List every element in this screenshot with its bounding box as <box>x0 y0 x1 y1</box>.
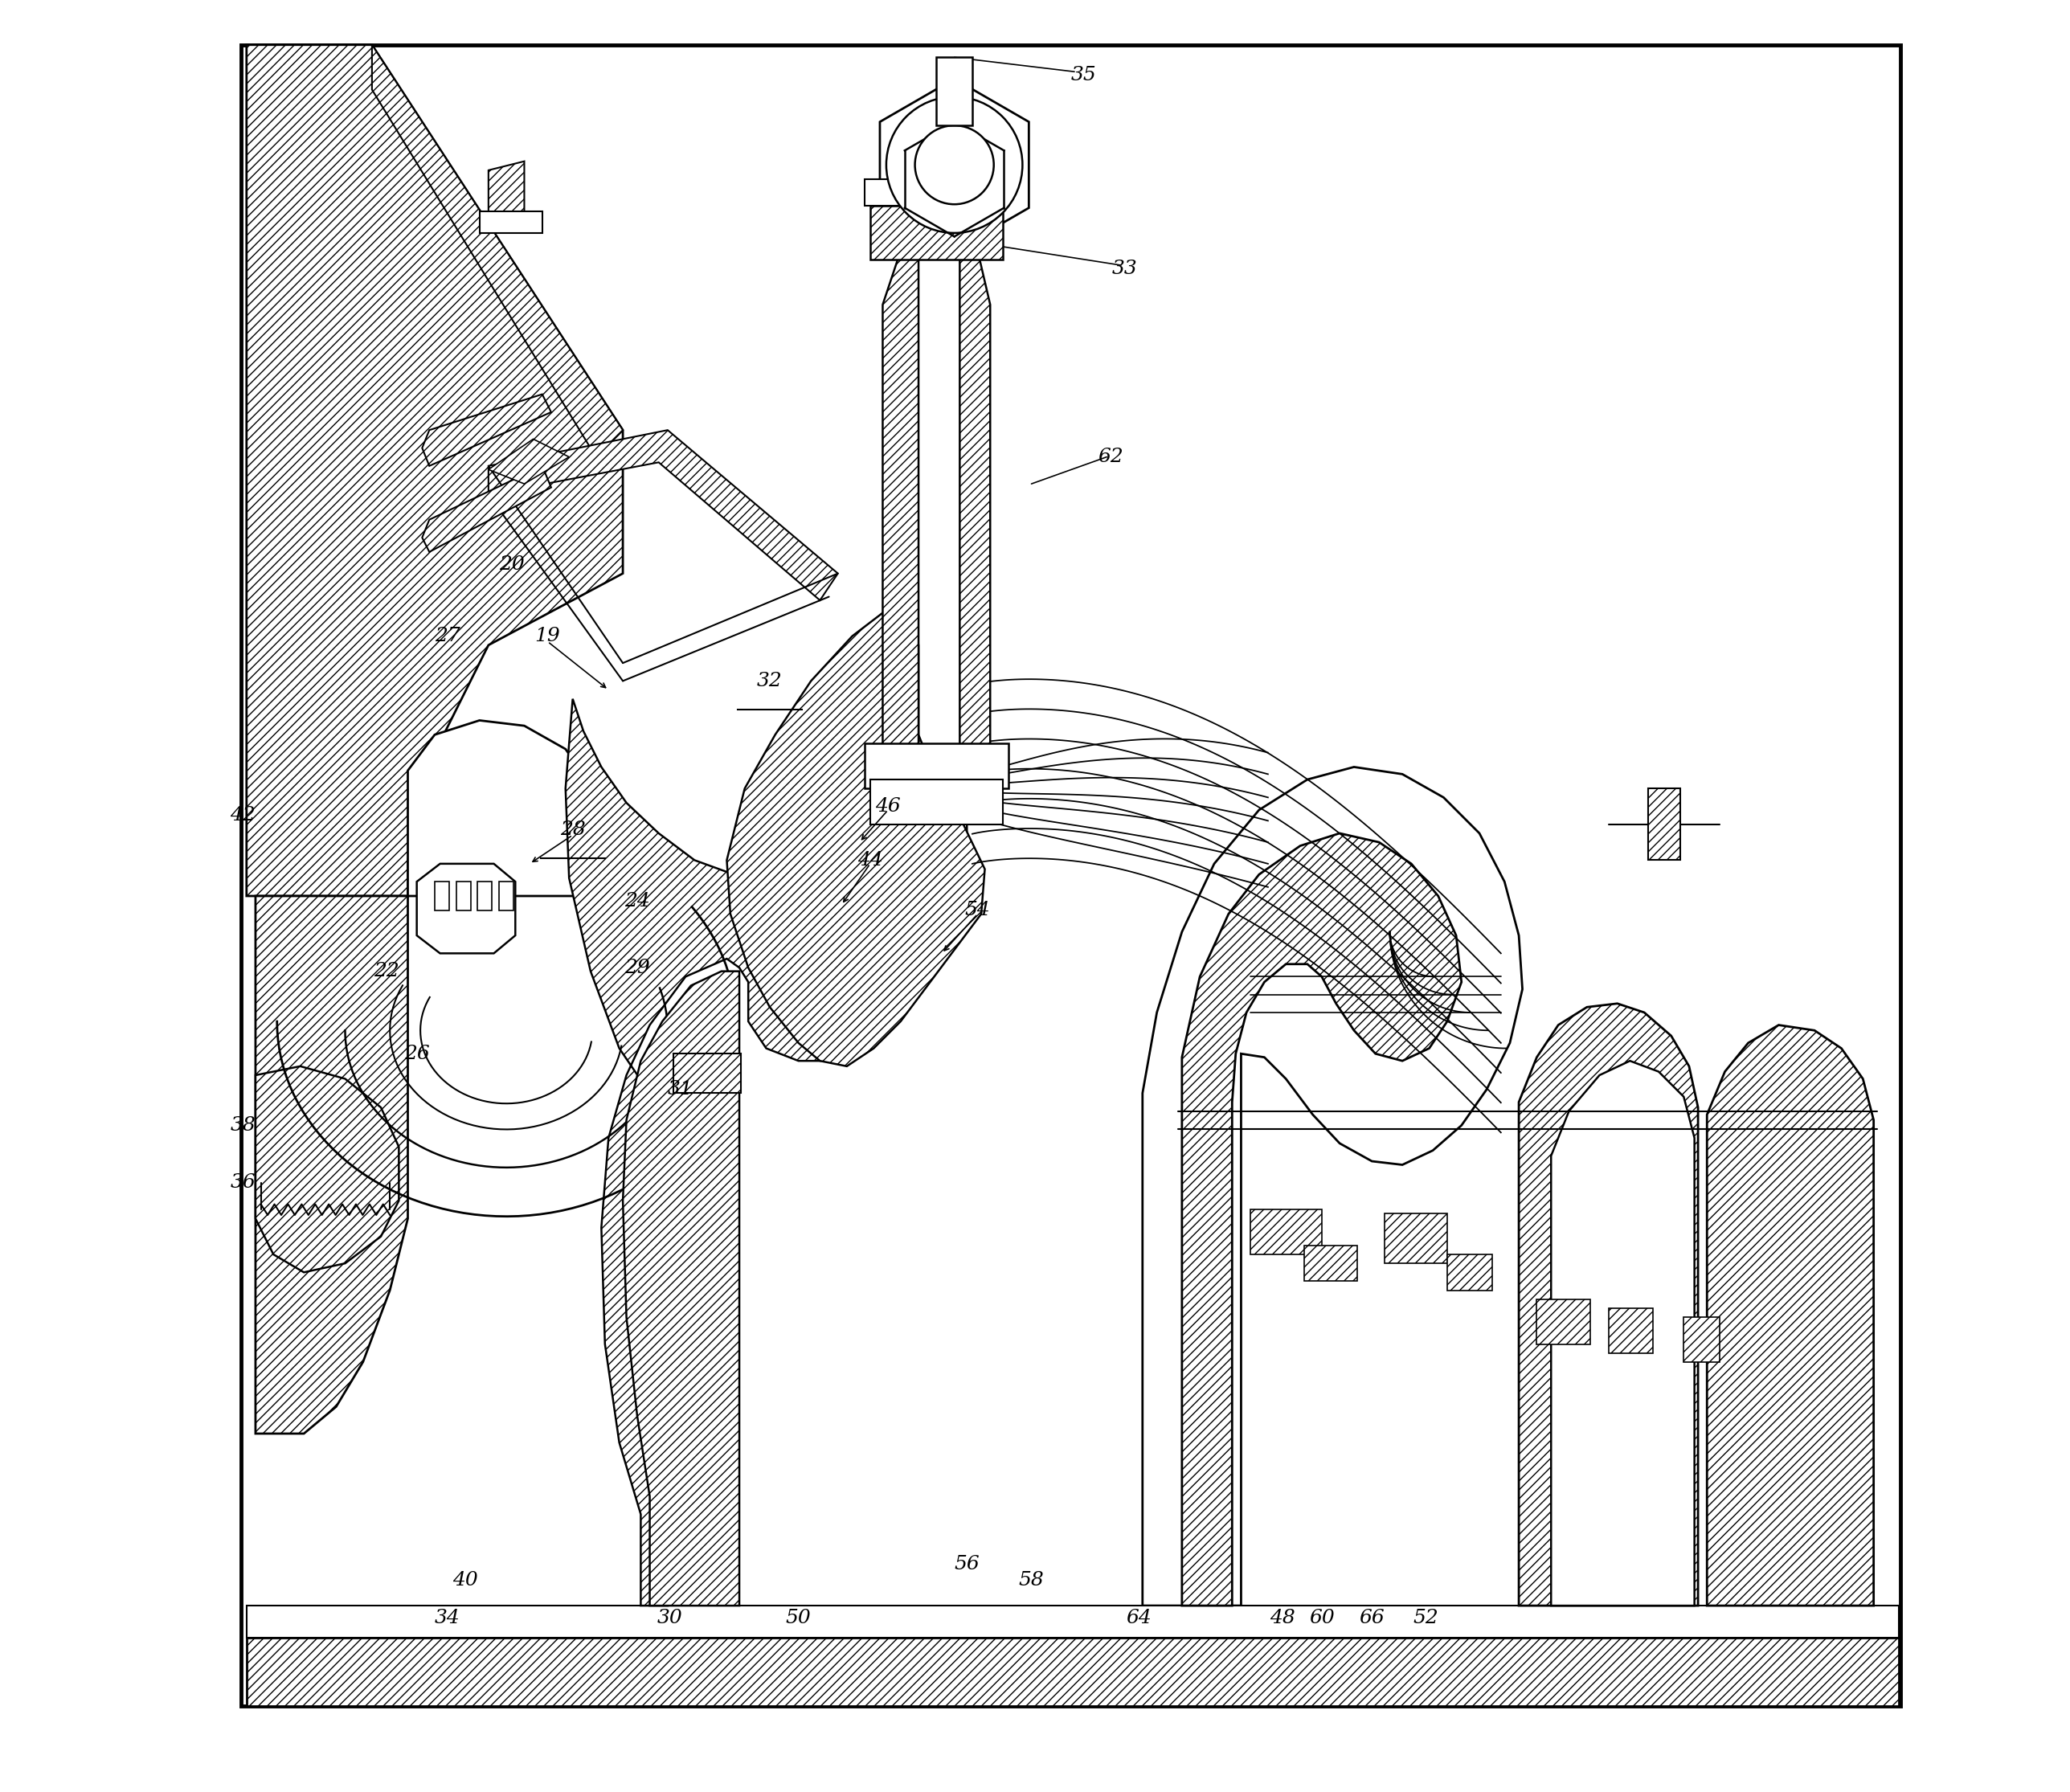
Text: 31: 31 <box>667 1081 693 1098</box>
Polygon shape <box>422 394 551 466</box>
Polygon shape <box>1519 1004 1697 1606</box>
Polygon shape <box>565 699 967 1606</box>
Text: 48: 48 <box>1269 1609 1296 1627</box>
Text: 24: 24 <box>625 892 650 910</box>
Text: 56: 56 <box>954 1555 979 1573</box>
Text: 50: 50 <box>787 1609 811 1627</box>
Text: 46: 46 <box>876 797 900 815</box>
Bar <box>435 882 449 910</box>
Polygon shape <box>373 45 623 457</box>
Polygon shape <box>623 971 739 1606</box>
Polygon shape <box>246 45 623 896</box>
Bar <box>1536 1299 1590 1344</box>
Bar <box>499 882 513 910</box>
Bar <box>480 211 542 233</box>
Text: 62: 62 <box>1097 448 1124 466</box>
Bar <box>865 179 1008 206</box>
Polygon shape <box>1182 833 1461 1606</box>
Text: 20: 20 <box>499 556 524 573</box>
Polygon shape <box>880 79 1029 251</box>
Polygon shape <box>960 224 989 753</box>
Bar <box>478 882 493 910</box>
Bar <box>246 1638 1898 1706</box>
Bar <box>865 744 1008 788</box>
Text: 28: 28 <box>559 821 586 839</box>
Bar <box>1304 1245 1358 1281</box>
Polygon shape <box>489 439 569 484</box>
Bar <box>1648 788 1681 860</box>
Polygon shape <box>1143 767 1521 1606</box>
Bar <box>936 57 973 125</box>
Polygon shape <box>1550 1061 1695 1606</box>
Text: 26: 26 <box>404 1045 431 1063</box>
Circle shape <box>886 97 1023 233</box>
Text: 42: 42 <box>230 806 257 824</box>
Polygon shape <box>489 161 524 224</box>
Text: 64: 64 <box>1126 1609 1151 1627</box>
Polygon shape <box>255 896 408 1434</box>
Text: 19: 19 <box>534 627 561 645</box>
Bar <box>673 1054 741 1093</box>
Polygon shape <box>882 224 919 753</box>
Text: 35: 35 <box>1070 66 1097 84</box>
Polygon shape <box>422 466 551 552</box>
Text: 38: 38 <box>230 1116 257 1134</box>
Polygon shape <box>408 720 590 896</box>
Bar <box>455 882 470 910</box>
Bar <box>869 780 1002 824</box>
Polygon shape <box>416 864 515 953</box>
Circle shape <box>915 125 994 204</box>
Polygon shape <box>727 609 985 1066</box>
Text: 54: 54 <box>965 901 989 919</box>
Bar <box>1385 1213 1447 1263</box>
Bar <box>1250 1210 1323 1254</box>
Text: 58: 58 <box>1018 1572 1043 1590</box>
Text: 27: 27 <box>435 627 460 645</box>
Polygon shape <box>255 1066 400 1272</box>
Text: 40: 40 <box>453 1572 478 1590</box>
Bar <box>246 1606 1898 1638</box>
Bar <box>1683 1317 1720 1362</box>
Text: 66: 66 <box>1360 1609 1385 1627</box>
Text: 22: 22 <box>373 962 400 980</box>
Bar <box>1608 1308 1654 1353</box>
Text: 30: 30 <box>656 1609 683 1627</box>
Bar <box>1447 1254 1492 1290</box>
Text: 44: 44 <box>857 851 884 869</box>
Text: 52: 52 <box>1414 1609 1439 1627</box>
Text: 32: 32 <box>758 672 782 690</box>
Text: 60: 60 <box>1308 1609 1335 1627</box>
Text: 34: 34 <box>435 1609 460 1627</box>
Text: 29: 29 <box>625 959 650 977</box>
Polygon shape <box>1708 1025 1873 1606</box>
Text: 36: 36 <box>230 1174 257 1192</box>
Text: 33: 33 <box>1112 260 1136 278</box>
Polygon shape <box>489 430 838 600</box>
Bar <box>869 206 1002 260</box>
